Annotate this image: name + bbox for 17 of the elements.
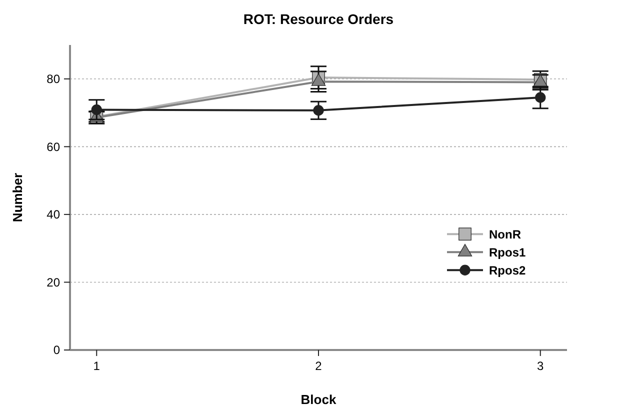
legend-label: NonR	[489, 227, 522, 242]
x-tick-label: 2	[315, 359, 322, 373]
y-tick-label: 0	[53, 343, 60, 358]
point	[313, 105, 324, 116]
y-tick-label: 40	[46, 208, 60, 222]
y-tick-label: 80	[46, 72, 60, 86]
x-tick-label: 1	[93, 359, 100, 373]
legend-label: Rpos2	[489, 263, 526, 278]
y-axis-title: Number	[10, 172, 25, 222]
legend-label: Rpos1	[489, 245, 526, 260]
x-tick-label: 3	[537, 359, 544, 373]
x-axis-title: Block	[300, 392, 337, 407]
y-tick-label: 20	[46, 275, 60, 290]
chart-title: ROT: Resource Orders	[243, 11, 394, 27]
y-tick-label: 60	[46, 140, 60, 154]
point	[91, 104, 102, 116]
point	[535, 92, 546, 103]
